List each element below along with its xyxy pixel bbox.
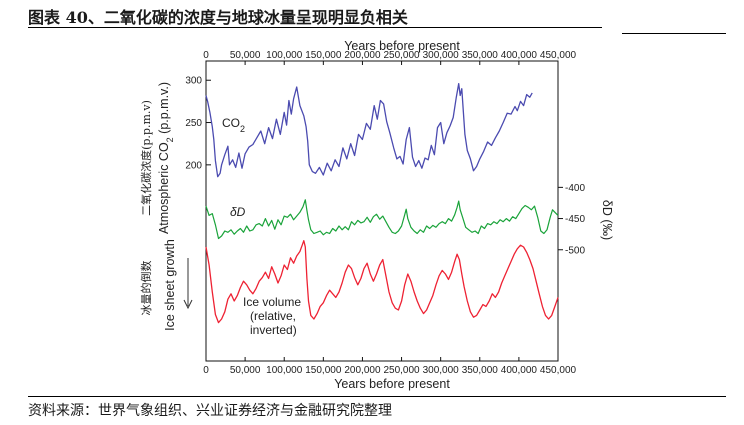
co2-axis-title: Atmospheric CO2 (p.p.m.v.) xyxy=(157,82,175,234)
top-axis-title: Years before present xyxy=(344,39,460,53)
bottom-tick-label: 450,000 xyxy=(540,365,577,376)
top-axis-ticks: 0 50,000 100,000 150,000 200,000 250,000 300,0… xyxy=(203,50,577,65)
ice-series-label-line3: inverted) xyxy=(250,323,297,337)
top-tick-label: 100,000 xyxy=(266,50,303,61)
ice-series-label-line1: Ice volume xyxy=(243,295,301,309)
source-divider xyxy=(28,396,726,397)
dD-series-label: δD xyxy=(230,205,246,219)
ice-volume-series-line xyxy=(205,240,559,324)
top-tick-label: 250,000 xyxy=(383,50,420,61)
dD-axis-ticks: -400 -450 -500 xyxy=(558,183,585,256)
dD-axis-title: δD (‰) xyxy=(600,200,614,240)
bottom-tick-label: 0 xyxy=(203,365,209,376)
top-tick-label: 200,000 xyxy=(344,50,381,61)
top-tick-label: 50,000 xyxy=(230,50,261,61)
bottom-axis-ticks: 0 50,000 100,000 150,000 200,000 250,000 300,0… xyxy=(203,357,577,376)
caption-underline-right xyxy=(622,33,726,34)
co2-tick-label: 250 xyxy=(185,118,202,129)
top-tick-label: 400,000 xyxy=(501,50,538,61)
bottom-tick-label: 150,000 xyxy=(305,365,342,376)
bottom-tick-label: 50,000 xyxy=(230,365,261,376)
bottom-tick-label: 100,000 xyxy=(266,365,303,376)
top-tick-label: 450,000 xyxy=(540,50,577,61)
co2-tick-label: 200 xyxy=(185,160,202,171)
ice-growth-arrow xyxy=(183,258,193,310)
ice-series-label-line2: (relative, xyxy=(250,309,296,323)
dD-tick-label: -450 xyxy=(565,214,585,225)
co2-series-line xyxy=(205,82,533,178)
bottom-tick-label: 200,000 xyxy=(344,365,381,376)
ice-axis-cn-title: 冰量的倒数 xyxy=(139,261,153,316)
caption-underline-left xyxy=(28,27,602,28)
top-tick-label: 0 xyxy=(203,50,209,61)
co2-axis-cn-title: 二氧化碳浓度(p.p.m.v) xyxy=(139,100,153,216)
figure-caption: 图表 40、二氧化碳的浓度与地球冰量呈现明显负相关 xyxy=(28,8,408,27)
ice-axis-title: Ice sheet growth xyxy=(163,239,177,331)
dD-series-line xyxy=(205,199,559,240)
dD-tick-label: -500 xyxy=(565,245,585,256)
bottom-tick-label: 350,000 xyxy=(462,365,499,376)
source-note: 资料来源：世界气象组织、兴业证券经济与金融研究院整理 xyxy=(28,403,392,419)
bottom-tick-label: 250,000 xyxy=(383,365,420,376)
co2-tick-label: 300 xyxy=(185,76,202,87)
bottom-tick-label: 300,000 xyxy=(423,365,460,376)
bottom-tick-label: 400,000 xyxy=(501,365,538,376)
co2-axis-ticks: 300 250 200 xyxy=(185,76,211,171)
dD-tick-label: -400 xyxy=(565,183,585,194)
top-tick-label: 350,000 xyxy=(462,50,499,61)
co2-series-label: CO2 xyxy=(222,116,245,134)
top-tick-label: 300,000 xyxy=(423,50,460,61)
plot-frame xyxy=(205,60,559,362)
bottom-axis-title: Years before present xyxy=(334,377,450,391)
top-tick-label: 150,000 xyxy=(305,50,342,61)
